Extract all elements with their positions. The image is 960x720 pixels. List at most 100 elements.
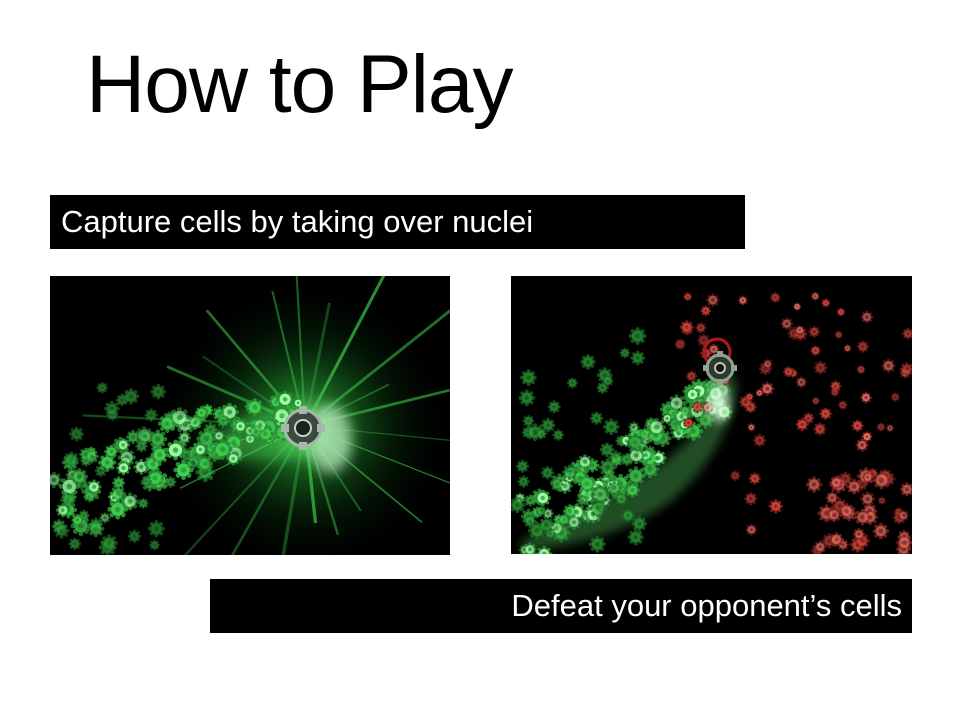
opponent-cell [860, 391, 872, 404]
opponent-cell [795, 417, 809, 432]
opponent-cell [780, 317, 794, 330]
player-cell [147, 520, 165, 538]
player-cell [520, 369, 537, 386]
opponent-cell [674, 338, 686, 350]
player-cell [566, 515, 582, 530]
player-cell [245, 398, 264, 417]
player-cell [578, 474, 596, 493]
opponent-cell [862, 471, 874, 483]
opponent-cell [811, 396, 820, 406]
player-cell [107, 499, 128, 520]
player-cell [628, 421, 640, 433]
player-cell [186, 455, 201, 470]
nucleus-ray [295, 276, 307, 427]
player-cell [177, 431, 191, 445]
opponent-cell [872, 523, 889, 540]
opponent-cell [826, 507, 842, 523]
opponent-cell [900, 482, 912, 497]
opponent-cell [860, 491, 876, 507]
player-cell [628, 327, 647, 345]
player-cell [534, 489, 551, 507]
opponent-cell [794, 325, 805, 335]
opponent-cell [697, 333, 711, 347]
player-cell [149, 539, 160, 551]
player-cell [150, 383, 167, 400]
player-cell [544, 527, 556, 540]
opponent-cell [768, 499, 783, 514]
player-cell [535, 505, 547, 516]
opponent-cell [745, 524, 758, 536]
player-cell [591, 485, 611, 504]
opponent-cell [881, 358, 896, 373]
opponent-cell [795, 376, 807, 388]
player-cell [68, 537, 81, 551]
opponent-cell [683, 417, 694, 429]
player-cell [272, 405, 292, 426]
player-cell [552, 429, 565, 441]
opponent-cell [872, 471, 891, 490]
opponent-cell [821, 298, 831, 308]
opponent-cell [861, 431, 873, 442]
player-cell [598, 458, 617, 477]
player-cell [69, 426, 84, 442]
opponent-cell [843, 344, 852, 353]
player-cell [619, 347, 631, 359]
player-cell [110, 485, 126, 502]
opponent-cell [769, 292, 781, 303]
player-cell [50, 471, 63, 489]
opponent-cell [897, 509, 910, 522]
red-nucleus-icon [702, 337, 737, 385]
opponent-cell [836, 307, 846, 317]
player-cell [615, 492, 628, 506]
player-cell [233, 419, 248, 434]
player-cell [522, 415, 535, 427]
player-cell [292, 397, 304, 409]
opponent-cell [819, 407, 832, 420]
player-cell [518, 389, 536, 407]
player-cell [626, 434, 644, 451]
opponent-cell [793, 302, 802, 311]
player-cell [141, 475, 152, 487]
opponent-cell [837, 400, 848, 410]
opponent-cell [706, 293, 720, 307]
player-cell [212, 439, 233, 460]
player-cell [602, 375, 614, 387]
player-cell [685, 387, 700, 402]
opponent-cell [738, 295, 748, 306]
opponent-cell [760, 381, 775, 396]
opponent-cell [783, 366, 794, 378]
player-cell [94, 464, 108, 478]
player-cell [550, 477, 564, 491]
opponent-cell [830, 387, 840, 397]
opponent-cell [744, 492, 758, 506]
player-cell [566, 377, 578, 389]
player-cell [641, 460, 660, 479]
player-cell [71, 513, 84, 526]
opponent-cell [685, 370, 698, 382]
player-cell [87, 520, 105, 538]
player-cells [50, 382, 304, 555]
player-cell [127, 529, 142, 543]
player-cell [540, 466, 555, 480]
opponent-cell [851, 419, 864, 432]
opponent-cell [856, 340, 869, 353]
capture-scene [50, 276, 450, 555]
player-cell [116, 460, 131, 476]
nucleus-ray [205, 309, 307, 427]
player-cell [661, 413, 673, 424]
player-cell [276, 390, 294, 408]
player-cell [511, 496, 526, 514]
player-cell [647, 417, 666, 437]
player-cell [196, 455, 213, 472]
player-cell [626, 466, 646, 486]
player-cell [100, 534, 118, 552]
player-cell [630, 350, 646, 366]
opponent-cell [762, 358, 773, 369]
player-cell [621, 508, 635, 523]
player-cell [216, 414, 230, 428]
player-cell [536, 428, 547, 440]
player-cell [213, 430, 225, 442]
opponent-cell [729, 470, 741, 481]
opponent-cell [679, 320, 694, 335]
battle-cells [511, 291, 912, 554]
